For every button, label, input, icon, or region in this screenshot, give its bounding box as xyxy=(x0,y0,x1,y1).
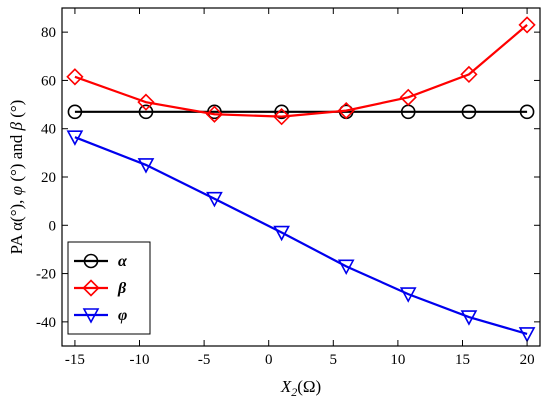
x-tick-label: -10 xyxy=(130,352,150,368)
y-tick-label: 40 xyxy=(41,122,56,138)
data-point-0 xyxy=(207,104,222,120)
series-0 xyxy=(67,104,535,120)
x-tick-label: -5 xyxy=(198,352,211,368)
data-point-2 xyxy=(206,191,223,208)
data-point-2 xyxy=(399,287,417,303)
series-line-2 xyxy=(74,136,528,335)
y-tick-label: 80 xyxy=(41,25,56,41)
data-point-2 xyxy=(66,130,84,146)
series-2 xyxy=(66,130,536,343)
data-point-1 xyxy=(66,68,84,86)
data-point-1 xyxy=(460,65,478,84)
series-line-1 xyxy=(74,24,528,118)
data-point-2 xyxy=(137,158,155,174)
data-point-0 xyxy=(519,104,535,120)
data-point-1 xyxy=(518,16,536,34)
y-axis-label: PA α(°), φ (°) and β (°) xyxy=(7,100,26,255)
legend-swatch-marker xyxy=(82,308,100,324)
legend-swatch-marker xyxy=(82,279,100,297)
legend-label: φ xyxy=(118,307,127,324)
legend-label: β xyxy=(117,280,127,297)
x-tick-label: 0 xyxy=(265,352,273,368)
y-tick-label: 60 xyxy=(41,73,56,89)
ticks-layer: -15 -10 -5 0 5 10 15 20 -40 -20 0 20 40 60 80 xyxy=(36,8,540,368)
data-point-1 xyxy=(272,108,291,126)
x-tick-label: 10 xyxy=(390,352,405,368)
data-point-2 xyxy=(337,259,355,276)
data-point-1 xyxy=(399,88,417,106)
y-tick-label: -40 xyxy=(36,315,56,331)
x-axis-label: X2(Ω) xyxy=(280,377,321,399)
series-1 xyxy=(66,16,536,126)
x-tick-label: 15 xyxy=(455,352,470,368)
x-tick-label: 5 xyxy=(330,352,338,368)
data-point-0 xyxy=(67,104,83,120)
legend-label: α xyxy=(118,253,128,270)
data-point-2 xyxy=(273,225,290,242)
data-point-1 xyxy=(137,93,155,111)
data-point-0 xyxy=(461,104,477,120)
data-point-1 xyxy=(205,105,224,123)
y-tick-label: 0 xyxy=(49,218,57,234)
y-tick-label: -20 xyxy=(36,267,56,283)
legend-swatch-marker xyxy=(83,253,99,269)
data-point-0 xyxy=(138,104,154,120)
x-tick-label: 20 xyxy=(520,352,535,368)
series-layer xyxy=(66,16,536,343)
data-point-1 xyxy=(337,101,355,120)
x-tick-label: -15 xyxy=(65,352,85,368)
y-tick-label: 20 xyxy=(41,170,56,186)
legend: αβφ xyxy=(67,241,151,335)
data-point-0 xyxy=(274,104,289,120)
data-point-2 xyxy=(460,310,478,326)
data-point-2 xyxy=(518,327,536,343)
